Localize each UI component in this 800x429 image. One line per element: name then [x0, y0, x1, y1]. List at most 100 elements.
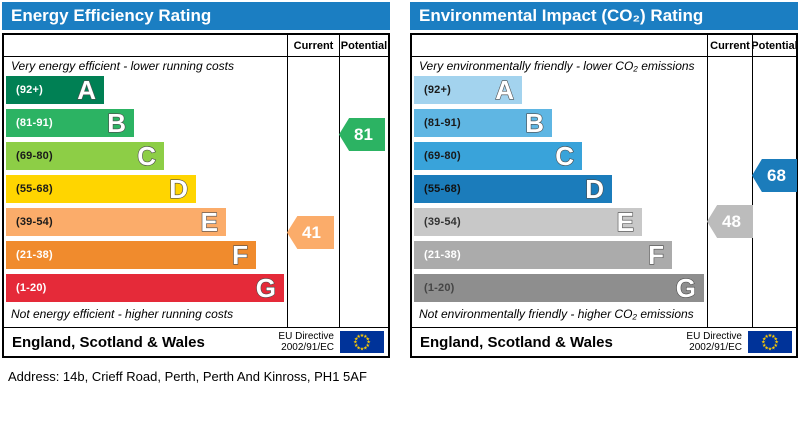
eu-directive-line1: EU Directive	[686, 331, 742, 343]
environmental-impact-chart: Environmental Impact (CO₂) Rating Curren…	[410, 2, 798, 358]
top-caption: Very energy efficient - lower running co…	[11, 59, 234, 73]
svg-text:★: ★	[360, 333, 365, 339]
footer-divider	[4, 327, 388, 328]
band-letter: F	[648, 240, 665, 270]
band-letter: G	[675, 273, 696, 303]
band-row-c: (69-80) C	[6, 141, 164, 171]
band-row-f: (21-38) F	[414, 240, 672, 270]
band-letter: E	[200, 207, 219, 237]
current-rating-arrow: 41	[287, 216, 334, 249]
bottom-caption: Not energy efficient - higher running co…	[11, 307, 234, 321]
eu-directive-label: EU Directive 2002/91/EC	[278, 331, 334, 353]
band-letter: C	[137, 141, 157, 171]
svg-text:★: ★	[354, 343, 359, 349]
band-range: (81-91)	[424, 117, 461, 129]
band-letter: B	[107, 108, 127, 138]
band-range: (69-80)	[16, 150, 53, 162]
band-row-a: (92+) A	[6, 75, 104, 105]
svg-text:★: ★	[774, 343, 779, 349]
current-column: Current	[707, 35, 752, 327]
svg-text:★: ★	[363, 346, 368, 352]
band-range: (81-91)	[16, 117, 53, 129]
svg-text:★: ★	[363, 334, 368, 340]
svg-text:★: ★	[366, 340, 371, 346]
eu-directive-label: EU Directive 2002/91/EC	[686, 331, 742, 353]
band-letter: F	[232, 240, 249, 270]
rating-table: Current Potential Very environmentally f…	[410, 33, 798, 358]
header-divider	[412, 56, 796, 57]
svg-text:★: ★	[353, 340, 358, 346]
potential-column: Potential	[751, 35, 798, 327]
band-row-g: (1-20) G	[414, 273, 704, 303]
band-row-e: (39-54) E	[6, 207, 226, 237]
bottom-caption: Not environmentally friendly - higher CO…	[419, 307, 694, 321]
potential-column: Potential	[339, 35, 388, 327]
band-row-b: (81-91) B	[6, 108, 134, 138]
svg-text:★: ★	[762, 343, 767, 349]
svg-text:★: ★	[771, 334, 776, 340]
band-letter: D	[585, 174, 605, 204]
band-row-d: (55-68) D	[414, 174, 612, 204]
svg-text:★: ★	[764, 346, 769, 352]
band-row-f: (21-38) F	[6, 240, 256, 270]
band-row-d: (55-68) D	[6, 174, 196, 204]
potential-rating-arrow: 68	[752, 159, 797, 192]
region-label: England, Scotland & Wales	[12, 333, 205, 351]
band-range: (1-20)	[16, 282, 47, 294]
band-letter: D	[169, 174, 189, 204]
header-divider	[4, 56, 388, 57]
current-rating-arrow: 48	[707, 205, 753, 238]
rating-bands: (92+) A (81-91) B (69-80) C (55-68) D (3…	[414, 75, 704, 307]
band-range: (21-38)	[16, 249, 53, 261]
band-row-g: (1-20) G	[6, 273, 284, 303]
band-letter: G	[255, 273, 276, 303]
band-letter: B	[525, 108, 545, 138]
eu-directive-line1: EU Directive	[278, 331, 334, 343]
current-column-header: Current	[293, 40, 334, 52]
eu-flag-icon: ★★★ ★★★ ★★★ ★★★	[748, 331, 792, 354]
svg-text:★: ★	[771, 346, 776, 352]
footer-divider	[412, 327, 796, 328]
chart-footer: England, Scotland & Wales EU Directive 2…	[4, 329, 388, 357]
band-row-e: (39-54) E	[414, 207, 642, 237]
svg-text:★: ★	[360, 347, 365, 353]
eu-flag-icon: ★★★ ★★★ ★★★ ★★★	[340, 331, 384, 354]
region-label: England, Scotland & Wales	[420, 333, 613, 351]
band-row-c: (69-80) C	[414, 141, 582, 171]
potential-rating-arrow: 81	[339, 118, 385, 151]
address-line: Address: 14b, Crieff Road, Perth, Perth …	[8, 369, 367, 384]
band-range: (92+)	[16, 84, 43, 96]
eu-directive-line2: 2002/91/EC	[689, 342, 742, 354]
svg-text:★: ★	[774, 337, 779, 343]
chart-title: Energy Efficiency Rating	[2, 2, 390, 30]
band-range: (55-68)	[424, 183, 461, 195]
chart-footer: England, Scotland & Wales EU Directive 2…	[412, 329, 796, 357]
band-range: (55-68)	[16, 183, 53, 195]
current-column-header: Current	[710, 40, 750, 52]
band-row-a: (92+) A	[414, 75, 522, 105]
band-letter: A	[77, 75, 97, 105]
band-range: (39-54)	[424, 216, 461, 228]
svg-text:★: ★	[366, 343, 371, 349]
band-range: (21-38)	[424, 249, 461, 261]
svg-text:★: ★	[356, 334, 361, 340]
band-letter: A	[495, 75, 515, 105]
svg-text:★: ★	[366, 337, 371, 343]
band-range: (92+)	[424, 84, 451, 96]
rating-table: Current Potential Very energy efficient …	[2, 33, 390, 358]
current-column: Current	[287, 35, 339, 327]
energy-efficiency-chart: Energy Efficiency Rating Current Potenti…	[2, 2, 390, 358]
potential-column-header: Potential	[751, 40, 798, 52]
band-letter: C	[555, 141, 575, 171]
top-caption: Very environmentally friendly - lower CO…	[419, 59, 695, 73]
potential-column-header: Potential	[340, 40, 388, 52]
svg-text:★: ★	[762, 337, 767, 343]
band-range: (69-80)	[424, 150, 461, 162]
svg-text:★: ★	[768, 333, 773, 339]
band-range: (39-54)	[16, 216, 53, 228]
svg-text:★: ★	[774, 340, 779, 346]
rating-bands: (92+) A (81-91) B (69-80) C (55-68) D (3…	[6, 75, 284, 307]
svg-text:★: ★	[354, 337, 359, 343]
eu-directive-line2: 2002/91/EC	[281, 342, 334, 354]
